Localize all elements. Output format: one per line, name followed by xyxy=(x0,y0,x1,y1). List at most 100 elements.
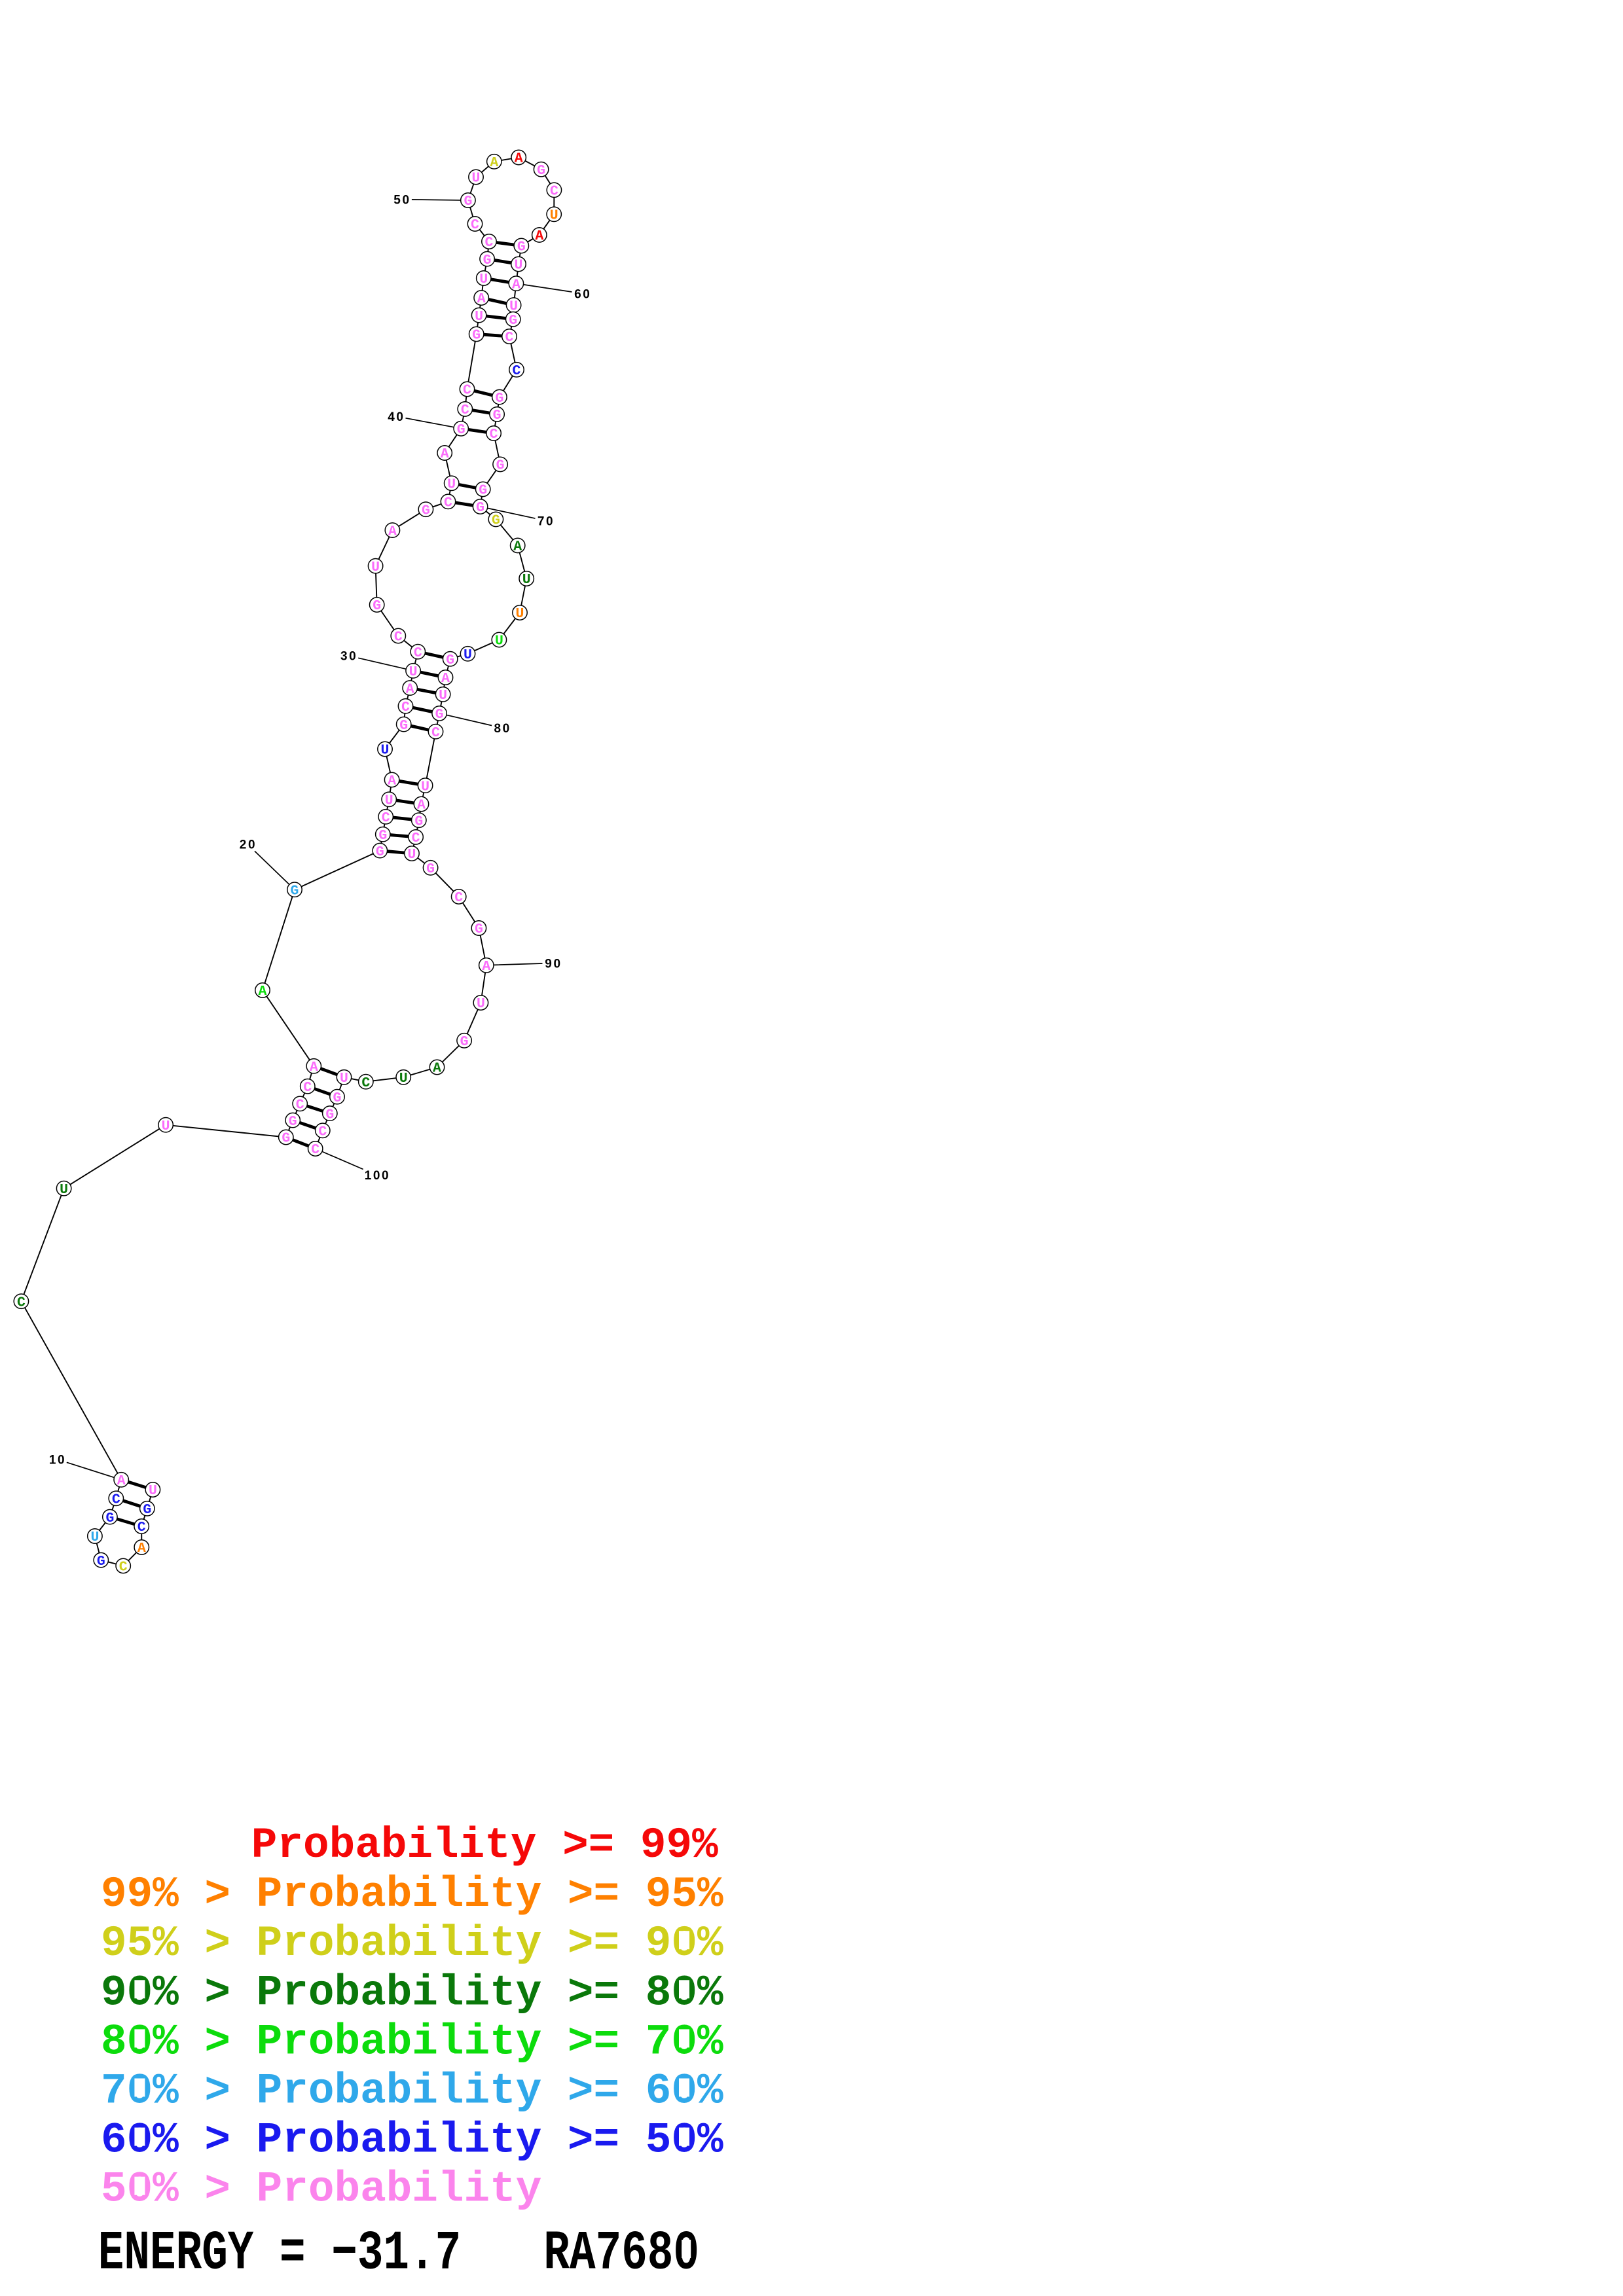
svg-text:G: G xyxy=(399,718,408,734)
svg-text:G: G xyxy=(537,163,545,179)
svg-text:U: U xyxy=(495,634,503,649)
svg-text:G: G xyxy=(422,503,430,518)
svg-text:G: G xyxy=(509,313,517,329)
svg-text:U: U xyxy=(472,171,481,187)
svg-text:G: G xyxy=(457,422,465,438)
svg-text:Probability >= 99%: Probability >= 99% xyxy=(251,1821,718,1870)
svg-text:A: A xyxy=(512,277,520,293)
svg-text:C: C xyxy=(112,1492,120,1508)
svg-text:C: C xyxy=(471,217,479,233)
svg-text:U: U xyxy=(399,1071,408,1086)
svg-text:80: 80 xyxy=(494,722,511,736)
svg-text:U: U xyxy=(409,664,418,680)
svg-text:G: G xyxy=(325,1107,334,1122)
svg-text:G: G xyxy=(289,1114,297,1130)
svg-text:A: A xyxy=(490,155,498,171)
svg-text:C: C xyxy=(414,645,422,661)
svg-text:C: C xyxy=(461,403,469,418)
svg-text:60: 60 xyxy=(574,287,591,301)
svg-text:RA7680: RA7680 xyxy=(543,2222,699,2285)
svg-text:U: U xyxy=(421,779,429,795)
svg-text:95% > Probability >= 90%: 95% > Probability >= 90% xyxy=(101,1919,723,1968)
svg-text:G: G xyxy=(493,408,501,423)
svg-text:C: C xyxy=(485,235,494,251)
svg-text:G: G xyxy=(333,1090,342,1106)
svg-text:70% > Probability >= 60%: 70% > Probability >= 60% xyxy=(101,2067,723,2116)
svg-text:C: C xyxy=(311,1142,319,1158)
svg-text:90: 90 xyxy=(545,957,562,971)
svg-text:C: C xyxy=(550,184,558,200)
svg-text:A: A xyxy=(433,1061,441,1077)
svg-text:C: C xyxy=(513,363,521,379)
svg-text:U: U xyxy=(385,793,393,809)
svg-text:U: U xyxy=(516,606,524,622)
svg-text:90% > Probability >= 80%: 90% > Probability >= 80% xyxy=(101,1968,723,2017)
svg-text:G: G xyxy=(479,483,487,499)
svg-text:60% > Probability >= 50%: 60% > Probability >= 50% xyxy=(101,2116,723,2165)
svg-text:C: C xyxy=(454,890,463,906)
svg-text:G: G xyxy=(435,707,444,723)
svg-text:C: C xyxy=(119,1560,128,1575)
svg-text:G: G xyxy=(426,861,435,877)
svg-text:20: 20 xyxy=(240,838,257,852)
svg-text:100: 100 xyxy=(365,1169,391,1183)
svg-text:A: A xyxy=(388,774,396,789)
svg-text:A: A xyxy=(406,681,414,697)
svg-text:C: C xyxy=(394,630,403,645)
svg-text:C: C xyxy=(318,1124,327,1140)
svg-text:C: C xyxy=(382,810,390,826)
svg-text:C: C xyxy=(401,700,410,715)
svg-text:U: U xyxy=(464,647,472,663)
svg-text:A: A xyxy=(259,984,267,999)
svg-text:U: U xyxy=(149,1483,157,1499)
svg-text:A: A xyxy=(535,228,543,244)
svg-text:G: G xyxy=(378,828,387,844)
svg-text:40: 40 xyxy=(388,410,405,424)
svg-text:A: A xyxy=(137,1541,146,1556)
svg-text:ENERGY = −31.7: ENERGY = −31.7 xyxy=(98,2222,461,2285)
svg-text:A: A xyxy=(513,539,522,555)
svg-text:U: U xyxy=(408,847,416,863)
svg-text:G: G xyxy=(97,1554,105,1570)
svg-text:C: C xyxy=(361,1075,370,1091)
svg-text:G: G xyxy=(376,844,384,860)
svg-text:C: C xyxy=(303,1080,312,1096)
svg-text:U: U xyxy=(60,1182,68,1198)
svg-text:G: G xyxy=(496,458,505,474)
svg-text:G: G xyxy=(291,883,299,899)
svg-text:G: G xyxy=(517,240,526,255)
svg-text:C: C xyxy=(444,495,452,511)
svg-text:C: C xyxy=(296,1098,304,1113)
svg-text:G: G xyxy=(464,194,472,209)
svg-text:G: G xyxy=(495,391,503,406)
svg-text:G: G xyxy=(476,500,484,516)
svg-text:G: G xyxy=(492,513,500,529)
svg-text:U: U xyxy=(475,309,483,325)
svg-text:A: A xyxy=(388,524,397,539)
svg-text:A: A xyxy=(482,959,490,975)
svg-text:G: G xyxy=(472,328,481,344)
svg-text:U: U xyxy=(522,572,531,588)
svg-text:C: C xyxy=(505,330,514,346)
svg-text:C: C xyxy=(412,831,420,846)
svg-text:99% > Probability >= 95%: 99% > Probability >= 95% xyxy=(101,1870,723,1919)
svg-text:A: A xyxy=(117,1473,126,1489)
svg-text:U: U xyxy=(515,258,523,274)
svg-text:U: U xyxy=(509,298,518,314)
svg-text:U: U xyxy=(340,1071,348,1086)
svg-text:C: C xyxy=(137,1520,146,1535)
svg-text:G: G xyxy=(282,1131,290,1147)
svg-text:G: G xyxy=(483,253,492,268)
svg-text:G: G xyxy=(143,1502,151,1518)
svg-text:A: A xyxy=(441,446,449,462)
svg-text:C: C xyxy=(17,1295,26,1310)
svg-text:70: 70 xyxy=(538,514,555,528)
svg-text:U: U xyxy=(550,208,558,224)
svg-text:80% > Probability >= 70%: 80% > Probability >= 70% xyxy=(101,2017,723,2066)
svg-text:C: C xyxy=(431,725,440,741)
svg-text:U: U xyxy=(477,996,485,1012)
svg-text:U: U xyxy=(90,1530,99,1545)
svg-text:C: C xyxy=(490,427,498,442)
svg-text:A: A xyxy=(417,798,426,814)
svg-text:U: U xyxy=(447,477,456,493)
